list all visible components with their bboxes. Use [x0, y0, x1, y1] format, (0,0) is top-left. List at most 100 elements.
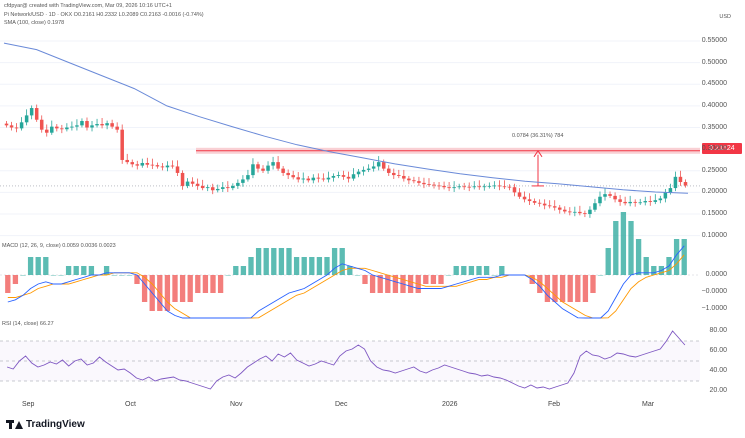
macd-pane[interactable] [0, 212, 700, 319]
candle[interactable] [155, 165, 160, 167]
candle[interactable] [462, 186, 466, 188]
candle[interactable] [140, 162, 145, 166]
candle[interactable] [266, 165, 270, 171]
candle[interactable] [668, 188, 673, 193]
candle[interactable] [683, 182, 688, 186]
candle[interactable] [482, 186, 487, 188]
candle[interactable] [85, 121, 89, 128]
candle[interactable] [613, 195, 617, 200]
candle[interactable] [557, 207, 562, 210]
candle[interactable] [4, 123, 9, 126]
candle[interactable] [226, 187, 230, 189]
candle[interactable] [246, 175, 250, 180]
candle[interactable] [381, 162, 386, 169]
candle[interactable] [457, 186, 461, 188]
candle[interactable] [522, 196, 527, 200]
candle[interactable] [537, 202, 542, 204]
candle[interactable] [608, 194, 612, 196]
candle[interactable] [487, 185, 492, 187]
candle[interactable] [407, 178, 411, 181]
candle[interactable] [195, 183, 200, 186]
candle[interactable] [286, 172, 290, 176]
macd-legend[interactable]: MACD (12, 26, 9, close) 0.0059 0.0036 0.… [2, 243, 116, 249]
candle[interactable] [70, 126, 74, 128]
candle[interactable] [14, 127, 19, 129]
candle[interactable] [376, 162, 381, 167]
candle[interactable] [593, 203, 597, 210]
candle[interactable] [507, 186, 512, 188]
candle[interactable] [80, 121, 84, 126]
candle[interactable] [568, 211, 572, 213]
candle[interactable] [75, 125, 79, 127]
candle[interactable] [512, 187, 517, 193]
candle[interactable] [105, 123, 109, 126]
candle[interactable] [547, 205, 552, 207]
candle[interactable] [336, 175, 341, 176]
candle[interactable] [60, 128, 64, 130]
candle[interactable] [135, 164, 140, 166]
candle[interactable] [467, 186, 471, 188]
candle[interactable] [55, 126, 59, 129]
candle[interactable] [497, 185, 502, 187]
sma-line[interactable] [3, 42, 689, 194]
candle[interactable] [326, 177, 331, 180]
candle[interactable] [316, 177, 321, 179]
candle[interactable] [397, 175, 401, 176]
candle[interactable] [231, 185, 235, 189]
candle[interactable] [598, 196, 602, 204]
macd-line[interactable] [7, 245, 685, 319]
candle[interactable] [673, 176, 678, 189]
candle[interactable] [643, 201, 648, 203]
candle[interactable] [628, 201, 632, 204]
candle[interactable] [19, 122, 24, 129]
candle[interactable] [603, 194, 607, 197]
candle[interactable] [241, 179, 245, 183]
candle[interactable] [29, 108, 34, 116]
candle[interactable] [100, 124, 104, 126]
candle[interactable] [351, 174, 356, 179]
candle[interactable] [437, 185, 441, 187]
candle[interactable] [210, 187, 215, 191]
candle[interactable] [648, 201, 653, 202]
candle[interactable] [402, 175, 406, 179]
candle[interactable] [9, 125, 14, 128]
candle[interactable] [346, 176, 351, 179]
candle[interactable] [417, 181, 421, 183]
candle[interactable] [170, 165, 175, 167]
candle[interactable] [517, 192, 522, 197]
price-pane[interactable] [0, 42, 700, 218]
candle[interactable] [422, 182, 426, 185]
candle[interactable] [653, 200, 658, 202]
candle[interactable] [633, 201, 637, 203]
candle[interactable] [573, 211, 577, 213]
candle[interactable] [261, 168, 265, 171]
candle[interactable] [321, 178, 326, 180]
candle[interactable] [145, 162, 150, 165]
rsi-line[interactable] [6, 330, 686, 390]
candle[interactable] [502, 186, 507, 188]
candle[interactable] [527, 199, 532, 202]
candle[interactable] [65, 127, 69, 130]
candle[interactable] [271, 162, 275, 166]
candle[interactable] [200, 185, 205, 189]
candle[interactable] [256, 164, 260, 169]
candle[interactable] [623, 201, 627, 204]
rsi-legend[interactable]: RSI (14, close) 66.27 [2, 321, 54, 327]
candle[interactable] [251, 164, 255, 176]
candle[interactable] [215, 188, 220, 191]
sma-legend[interactable]: SMA (100, close) 0.1978 [4, 20, 65, 26]
candle[interactable] [50, 126, 54, 133]
rsi-pane[interactable] [0, 330, 700, 390]
candle[interactable] [190, 181, 195, 184]
candle[interactable] [618, 199, 622, 202]
candle[interactable] [150, 164, 155, 166]
candle[interactable] [130, 162, 135, 165]
candle[interactable] [588, 209, 592, 215]
candle[interactable] [291, 175, 295, 178]
candle[interactable] [658, 198, 663, 201]
candle[interactable] [24, 115, 29, 123]
candle[interactable] [386, 168, 391, 173]
candle[interactable] [175, 166, 180, 173]
candle[interactable] [276, 162, 280, 169]
